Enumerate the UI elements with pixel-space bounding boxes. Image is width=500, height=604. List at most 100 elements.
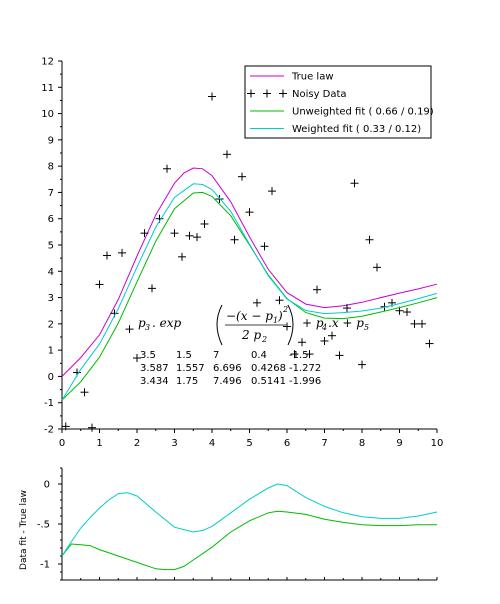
formula-exp: . exp	[152, 316, 181, 330]
data-point	[373, 263, 381, 272]
data-point	[403, 308, 411, 317]
data-point	[305, 350, 314, 359]
table-cell: 0.4	[251, 350, 267, 361]
x-tick-label: 0	[59, 438, 65, 449]
table-cell: -1.996	[289, 376, 321, 387]
y-tick-label: -1	[44, 398, 54, 409]
series-line-2	[61, 191, 438, 401]
data-point	[170, 229, 179, 238]
data-point	[238, 172, 246, 181]
table-cell: 1.557	[176, 363, 205, 374]
data-point	[133, 354, 141, 363]
y-tick-label: 9	[48, 135, 54, 146]
data-point	[365, 235, 374, 244]
formula-p4: + p	[302, 316, 324, 330]
data-point	[103, 251, 111, 260]
data-point	[358, 360, 366, 369]
legend-label: Weighted fit ( 0.33 / 0.12)	[292, 124, 421, 135]
table-cell: 7.496	[213, 376, 242, 387]
formula-sub: 1	[273, 316, 278, 325]
formula-sub: 3	[145, 323, 150, 332]
legend: True law Noisy Data Unweighted fit ( 0.66 …	[244, 65, 434, 139]
data-point	[193, 233, 201, 242]
data-point	[230, 235, 239, 244]
data-point	[268, 187, 276, 196]
data-point	[343, 304, 351, 313]
y-tick-label: -.5	[37, 520, 50, 531]
data-point	[88, 423, 96, 432]
data-point	[283, 322, 291, 331]
data-point	[260, 242, 269, 251]
data-point	[148, 284, 156, 293]
data-point	[178, 252, 186, 261]
y-tick-label: -2	[44, 425, 54, 436]
series-line-3	[61, 183, 438, 401]
table-cell: 7	[213, 350, 219, 361]
data-point	[140, 229, 149, 238]
data-point	[313, 285, 321, 294]
data-point	[80, 388, 89, 397]
x-tick-label: 9	[396, 438, 402, 449]
x-tick-label: 2	[134, 438, 140, 449]
legend-box	[244, 65, 432, 139]
data-point	[275, 296, 284, 305]
data-point	[200, 219, 209, 228]
data-point	[335, 351, 344, 360]
table-cell: -1.272	[289, 363, 321, 374]
table-cell: 3.5	[140, 350, 156, 361]
table-cell: 1.75	[176, 376, 198, 387]
residual-plot: 0 -.5 -1 Data fit - True law	[19, 467, 438, 581]
y-tick-label: -1	[40, 560, 50, 571]
formula-sub: 4	[321, 323, 327, 332]
formula-paren: )	[277, 309, 283, 323]
x-tick-label: 7	[321, 438, 327, 449]
formula-sub: 5	[364, 323, 369, 332]
table-cell: 1.5	[176, 350, 192, 361]
legend-label: Unweighted fit ( 0.66 / 0.19)	[292, 107, 434, 118]
table-cell: 3.434	[140, 376, 169, 387]
x-tick-label: 1	[96, 438, 102, 449]
table-cell: 3.587	[140, 363, 169, 374]
residual-line-0	[61, 510, 437, 571]
formula-p5: .x + p	[328, 316, 364, 330]
table-cell: 0.5141	[251, 376, 286, 387]
formula-numerator: −(x − p	[226, 309, 273, 323]
data-point	[328, 331, 336, 340]
data-point	[350, 179, 359, 188]
data-point	[223, 150, 231, 159]
data-point	[95, 280, 104, 289]
y-tick-label: 10	[41, 109, 54, 120]
data-point	[298, 338, 306, 347]
formula-p3: p	[138, 316, 146, 330]
formula-paren-right	[287, 304, 294, 346]
parameter-table: 3.5 1.5 7 0.4 -1.5 3.587 1.557 6.696 0.4268 -1.27…	[140, 350, 321, 387]
x-tick-label: 5	[246, 438, 252, 449]
data-point	[125, 325, 134, 334]
x-tick-label: 3	[171, 438, 177, 449]
legend-label: True law	[291, 72, 334, 83]
y-tick-label: 2	[48, 319, 54, 330]
y-tick-label: 11	[41, 83, 54, 94]
y-tick-label: 8	[48, 162, 54, 173]
y-tick-label: 12	[41, 57, 54, 68]
table-cell: 6.696	[213, 363, 242, 374]
data-point	[290, 350, 299, 359]
data-point	[418, 319, 426, 328]
y-tick-label: 0	[48, 372, 54, 383]
series-line-0	[61, 167, 438, 377]
series-noisy-data	[61, 92, 434, 432]
x-tick-label: 8	[359, 438, 365, 449]
data-point	[253, 298, 261, 307]
data-point	[208, 92, 216, 101]
y-tick-label: 7	[48, 188, 54, 199]
y-tick-label: 4	[48, 267, 54, 278]
x-tick-label: 6	[284, 438, 290, 449]
y-tick-label: 5	[48, 241, 54, 252]
y-tick-label: 3	[48, 293, 54, 304]
data-point	[410, 319, 419, 328]
formula-paren-left	[216, 304, 223, 346]
x-tick-label: 4	[209, 438, 215, 449]
data-point	[61, 422, 70, 431]
